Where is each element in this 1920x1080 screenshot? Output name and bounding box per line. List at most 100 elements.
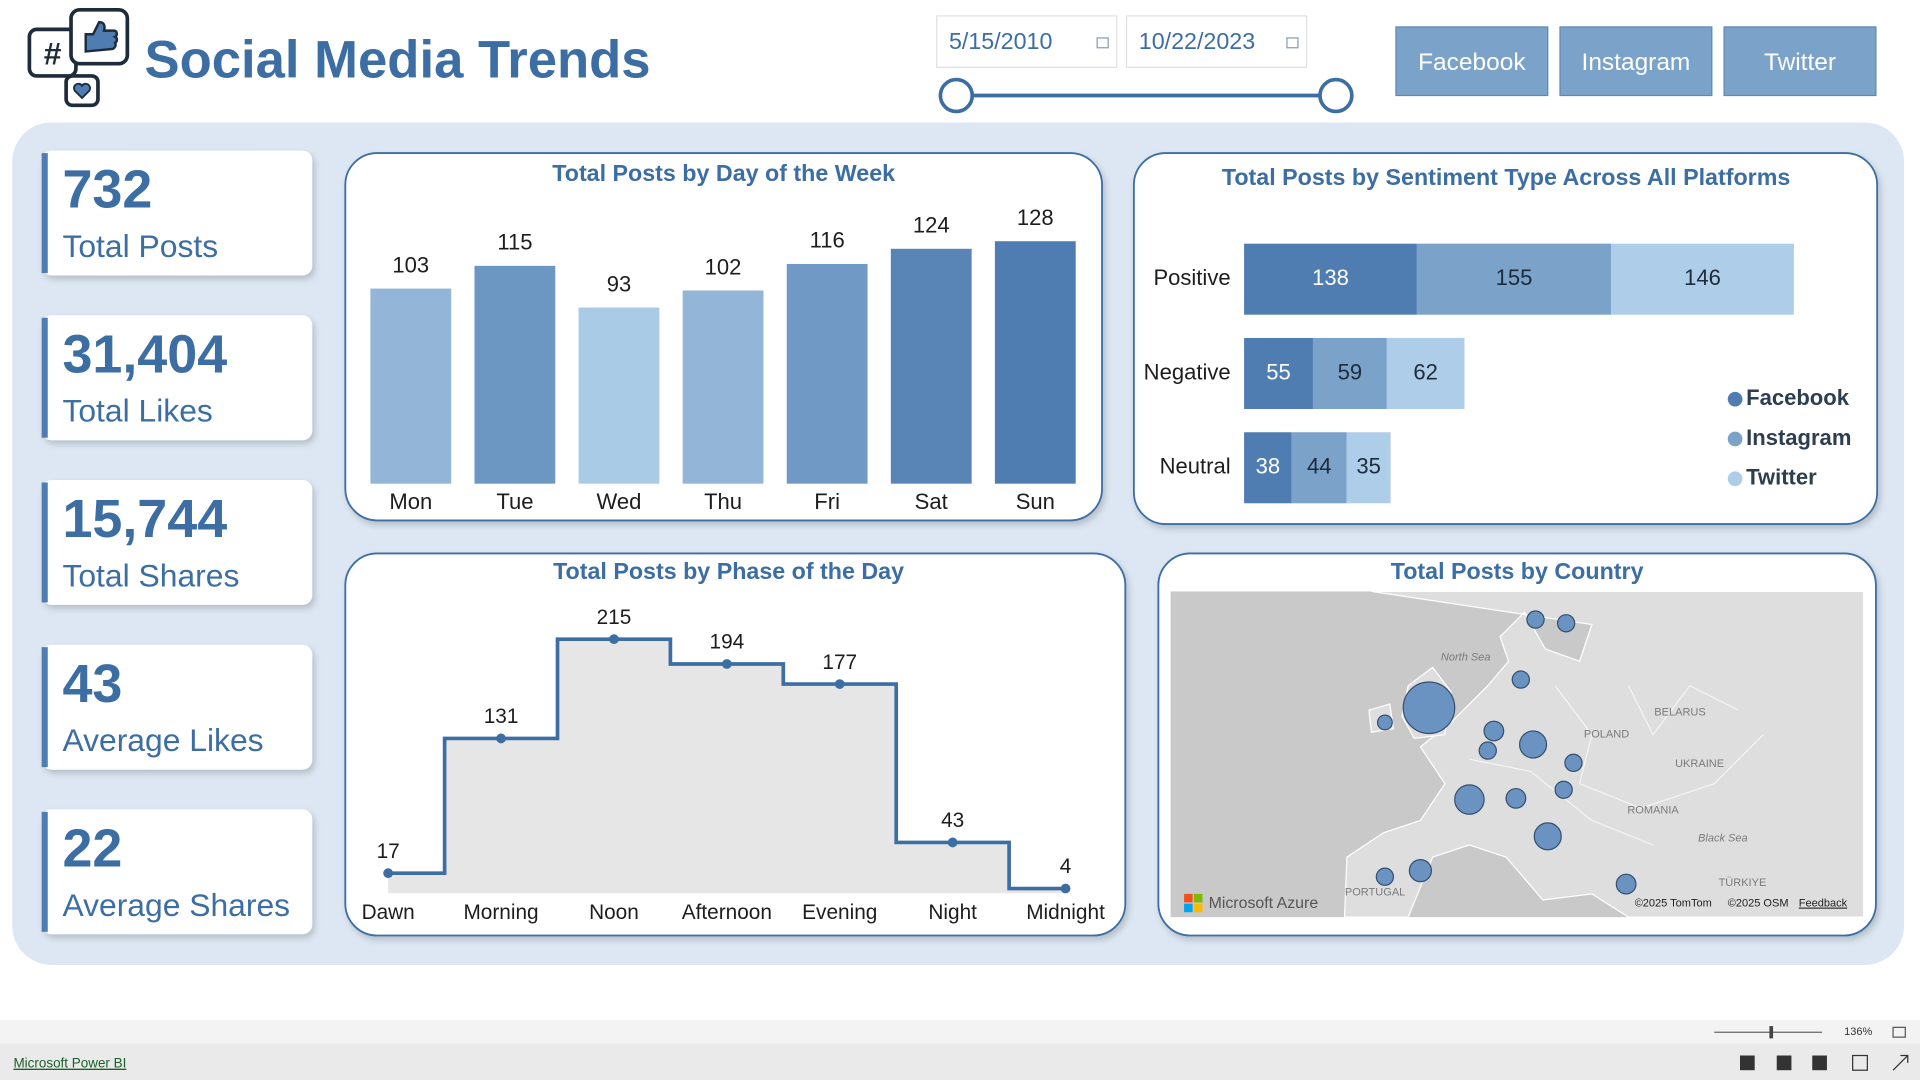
- share-icon[interactable]: [1776, 1055, 1792, 1071]
- x-tick-label: Afternoon: [682, 901, 772, 924]
- data-label: 124: [913, 213, 950, 238]
- expand-icon[interactable]: [1892, 1054, 1909, 1071]
- x-tick-label: Evening: [802, 901, 877, 924]
- point: [609, 634, 619, 645]
- bubble[interactable]: [1408, 858, 1433, 883]
- y-tick-label: Neutral: [1160, 454, 1231, 479]
- bubble[interactable]: [1402, 681, 1456, 735]
- data-label: 55: [1266, 359, 1291, 384]
- bubble[interactable]: [1483, 720, 1505, 742]
- data-label: 194: [710, 631, 745, 654]
- calendar-icon[interactable]: [1096, 37, 1109, 49]
- bar-segment: [1346, 432, 1391, 504]
- kpi-accent: [41, 153, 48, 274]
- data-label: 43: [941, 809, 964, 832]
- footer-link[interactable]: Microsoft Power BI: [13, 1056, 126, 1071]
- kpi-label: Total Shares: [62, 557, 239, 593]
- bar: [578, 307, 660, 484]
- bubble[interactable]: [1478, 741, 1497, 760]
- kpi-label: Average Likes: [62, 722, 263, 758]
- bar-segment: [1611, 243, 1794, 315]
- chart-title: Total Posts by Day of the Week: [552, 160, 895, 186]
- date-box[interactable]: [936, 15, 1118, 68]
- map-label: UKRAINE: [1675, 758, 1724, 770]
- bubble[interactable]: [1454, 784, 1485, 815]
- ms-logo: [1184, 893, 1203, 913]
- data-label: 62: [1413, 359, 1438, 384]
- bar: [682, 290, 764, 484]
- date-box[interactable]: [1125, 15, 1308, 68]
- bubble[interactable]: [1511, 670, 1530, 689]
- data-label: 215: [597, 606, 632, 629]
- data-label: 115: [497, 230, 532, 255]
- data-label: 35: [1356, 454, 1381, 479]
- bubble[interactable]: [1518, 730, 1548, 759]
- button-label[interactable]: Instagram: [1582, 49, 1691, 76]
- point: [834, 679, 845, 689]
- x-tick-label: Thu: [704, 489, 742, 514]
- y-tick-label: Positive: [1153, 265, 1230, 290]
- legend-swatch: [1727, 431, 1743, 447]
- button-label[interactable]: Twitter: [1764, 49, 1836, 76]
- map-feedback[interactable]: Feedback: [1799, 898, 1848, 910]
- date-text[interactable]: 5/15/2010: [949, 28, 1053, 54]
- footer-bar: [0, 1043, 1920, 1080]
- platform-button[interactable]: [1395, 26, 1549, 97]
- date-end[interactable]: 10/22/2023: [1125, 15, 1308, 68]
- bubble[interactable]: [1564, 753, 1583, 773]
- legend-label[interactable]: Facebook: [1746, 385, 1850, 410]
- data-label: 131: [484, 705, 519, 728]
- status-bar: [0, 1020, 1920, 1044]
- data-label: 103: [392, 252, 429, 277]
- share-icon[interactable]: [1852, 1054, 1868, 1071]
- slider-handle[interactable]: [1318, 77, 1354, 114]
- bubble[interactable]: [1505, 787, 1527, 809]
- kpi-value: 31,404: [62, 324, 227, 384]
- share-icon[interactable]: [1740, 1055, 1755, 1071]
- bubble[interactable]: [1376, 714, 1393, 731]
- bar: [890, 248, 972, 484]
- y-tick-label: Negative: [1144, 359, 1231, 384]
- button-label[interactable]: Facebook: [1418, 49, 1526, 76]
- calendar-icon[interactable]: [1286, 37, 1299, 49]
- kpi-label: Average Shares: [62, 887, 290, 923]
- kpi-cards: 732 Total Posts 31,404 Total Likes 15,744 Tot…: [41, 150, 313, 935]
- data-label: 44: [1307, 454, 1332, 479]
- kpi-value: 43: [62, 654, 122, 714]
- date-text[interactable]: 10/22/2023: [1139, 28, 1255, 54]
- legend-swatch: [1727, 471, 1743, 487]
- map[interactable]: North Sea BELARUS POLAND UKRAINE ROMANIA Blac…: [1170, 590, 1865, 918]
- zoom-handle[interactable]: [1769, 1026, 1774, 1039]
- kpi-value: 15,744: [62, 489, 227, 549]
- platform-button[interactable]: [1559, 26, 1713, 97]
- map-credit: ©2025 TomTom: [1635, 898, 1712, 910]
- x-tick-label: Wed: [597, 489, 642, 514]
- bar-segment: [1244, 432, 1292, 504]
- x-tick-label: Morning: [463, 901, 538, 924]
- map-credit: ©2025 OSM: [1728, 898, 1789, 910]
- bubble[interactable]: [1533, 822, 1562, 851]
- bubble[interactable]: [1554, 780, 1573, 799]
- x-tick-label: Dawn: [362, 901, 415, 924]
- map-label: Black Sea: [1698, 833, 1748, 845]
- data-label: 17: [377, 840, 400, 863]
- app-title: Social Media Trends: [144, 31, 650, 90]
- fit-icon[interactable]: [1892, 1026, 1906, 1038]
- bubble[interactable]: [1615, 873, 1637, 895]
- map-land: [1343, 590, 1865, 918]
- legend-label[interactable]: Twitter: [1746, 465, 1817, 490]
- legend-label[interactable]: Instagram: [1746, 425, 1851, 450]
- map-brand: Microsoft Azure: [1209, 895, 1319, 912]
- platform-buttons: Facebook Instagram Twitter: [1395, 26, 1877, 97]
- bubble[interactable]: [1375, 867, 1395, 886]
- date-start[interactable]: 5/15/2010: [936, 15, 1118, 68]
- share-icon[interactable]: [1812, 1055, 1827, 1071]
- slider-handle[interactable]: [938, 77, 975, 114]
- bubble[interactable]: [1526, 610, 1545, 629]
- map-bubbles: [1375, 610, 1637, 895]
- x-tick-label: Noon: [589, 901, 639, 924]
- kpi-value: 732: [62, 160, 152, 220]
- bubble[interactable]: [1556, 614, 1576, 633]
- platform-button[interactable]: [1723, 26, 1877, 97]
